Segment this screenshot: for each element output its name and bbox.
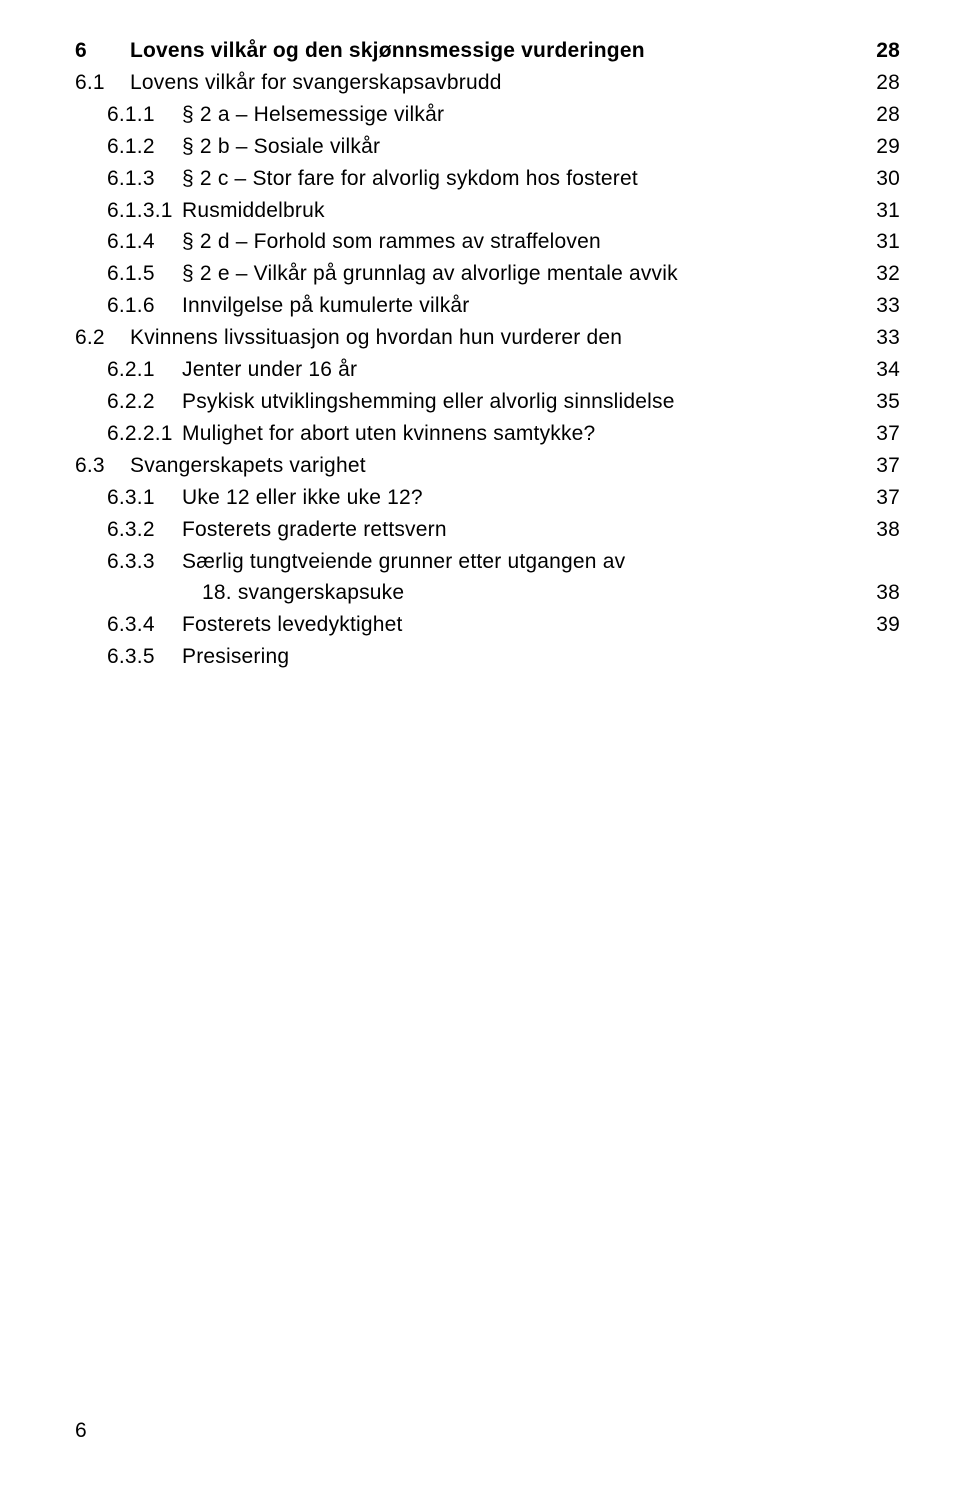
toc-entry-number: 6.3.5 (107, 641, 182, 673)
toc-entry-label: § 2 e – Vilkår på grunnlag av alvorlige … (182, 258, 860, 290)
toc-entry-label: § 2 d – Forhold som rammes av straffelov… (182, 226, 860, 258)
toc-line: 6.1Lovens vilkår for svangerskapsavbrudd… (75, 67, 900, 99)
toc-line: 6.2.1Jenter under 16 år34 (75, 354, 900, 386)
toc-entry-page: 32 (860, 258, 900, 290)
toc-entry-label: Fosterets graderte rettsvern (182, 514, 860, 546)
toc-entry-label: Psykisk utviklingshemming eller alvorlig… (182, 386, 860, 418)
toc-line: 6.1.3§ 2 c – Stor fare for alvorlig sykd… (75, 163, 900, 195)
toc-entry-page: 28 (860, 99, 900, 131)
toc-entry-label: Presisering (182, 641, 860, 673)
toc-line: 6.1.6Innvilgelse på kumulerte vilkår33 (75, 290, 900, 322)
toc-entry-page: 31 (860, 195, 900, 227)
toc-entry-number: 6.1.4 (107, 226, 182, 258)
toc-line: 6.1.2§ 2 b – Sosiale vilkår29 (75, 131, 900, 163)
toc-line: 6.2.2Psykisk utviklingshemming eller alv… (75, 386, 900, 418)
toc-entry-page: 33 (860, 290, 900, 322)
toc-entry-page: 38 (860, 577, 900, 609)
toc-entry-page: 29 (860, 131, 900, 163)
toc-line: 6.3.4Fosterets levedyktighet39 (75, 609, 900, 641)
toc-entry-number: 6 (75, 35, 130, 67)
toc-entry-number: 6.1.3.1 (107, 195, 182, 227)
toc-entry-label: § 2 c – Stor fare for alvorlig sykdom ho… (182, 163, 860, 195)
toc-line: 6.3.1Uke 12 eller ikke uke 12?37 (75, 482, 900, 514)
toc-entry-label: § 2 a – Helsemessige vilkår (182, 99, 860, 131)
toc-entry-number: 6.2.2.1 (107, 418, 182, 450)
toc-entry-number: 6.1.3 (107, 163, 182, 195)
toc-entry-number: 6.3.2 (107, 514, 182, 546)
toc-entry-label: Kvinnens livssituasjon og hvordan hun vu… (130, 322, 860, 354)
toc-entry-label: Mulighet for abort uten kvinnens samtykk… (182, 418, 860, 450)
toc-line: 6Lovens vilkår og den skjønnsmessige vur… (75, 35, 900, 67)
toc-line: 6.3Svangerskapets varighet37 (75, 450, 900, 482)
toc-entry-number: 6.3.3 (107, 546, 182, 578)
toc-entry-page: 39 (860, 609, 900, 641)
toc-entry-number: 6.1.6 (107, 290, 182, 322)
toc-line: 6.2Kvinnens livssituasjon og hvordan hun… (75, 322, 900, 354)
toc-entry-number: 6.1.5 (107, 258, 182, 290)
toc-entry-number: 6.2 (75, 322, 130, 354)
toc-entry-label: Rusmiddelbruk (182, 195, 860, 227)
toc-entry-page: 37 (860, 418, 900, 450)
toc-line: 6.2.2.1Mulighet for abort uten kvinnens … (75, 418, 900, 450)
toc-line: 6.3.2Fosterets graderte rettsvern38 (75, 514, 900, 546)
toc-entry-label: § 2 b – Sosiale vilkår (182, 131, 860, 163)
toc-entry-page: 30 (860, 163, 900, 195)
toc-entry-page: 37 (860, 450, 900, 482)
toc-entry-label: Innvilgelse på kumulerte vilkår (182, 290, 860, 322)
toc-line: 18. svangerskapsuke38 (75, 577, 900, 609)
toc-entry-page: 38 (860, 514, 900, 546)
toc-entry-page: 35 (860, 386, 900, 418)
table-of-contents: 6Lovens vilkår og den skjønnsmessige vur… (75, 35, 900, 673)
toc-entry-page: 34 (860, 354, 900, 386)
toc-entry-page: 33 (860, 322, 900, 354)
toc-entry-label: Særlig tungtveiende grunner etter utgang… (182, 546, 860, 578)
toc-line: 6.3.3Særlig tungtveiende grunner etter u… (75, 546, 900, 578)
toc-line: 6.3.5Presisering (75, 641, 900, 673)
toc-entry-number: 6.3.4 (107, 609, 182, 641)
toc-entry-page: 31 (860, 226, 900, 258)
toc-entry-label: Uke 12 eller ikke uke 12? (182, 482, 860, 514)
toc-line: 6.1.5§ 2 e – Vilkår på grunnlag av alvor… (75, 258, 900, 290)
toc-line: 6.1.3.1Rusmiddelbruk31 (75, 195, 900, 227)
toc-entry-number: 6.3 (75, 450, 130, 482)
toc-entry-label: Fosterets levedyktighet (182, 609, 860, 641)
toc-entry-label: Jenter under 16 år (182, 354, 860, 386)
toc-entry-label: 18. svangerskapsuke (202, 577, 860, 609)
toc-line: 6.1.1§ 2 a – Helsemessige vilkår28 (75, 99, 900, 131)
toc-entry-page: 28 (860, 67, 900, 99)
toc-entry-number: 6.2.1 (107, 354, 182, 386)
toc-line: 6.1.4§ 2 d – Forhold som rammes av straf… (75, 226, 900, 258)
toc-entry-number: 6.1.1 (107, 99, 182, 131)
toc-entry-number: 6.1.2 (107, 131, 182, 163)
toc-entry-page: 37 (860, 482, 900, 514)
toc-entry-number: 6.3.1 (107, 482, 182, 514)
toc-entry-label: Lovens vilkår og den skjønnsmessige vurd… (130, 35, 860, 67)
page-number: 6 (75, 1419, 87, 1443)
toc-entry-label: Svangerskapets varighet (130, 450, 860, 482)
toc-entry-label: Lovens vilkår for svangerskapsavbrudd (130, 67, 860, 99)
toc-entry-number: 6.1 (75, 67, 130, 99)
toc-entry-number: 6.2.2 (107, 386, 182, 418)
toc-entry-page: 28 (860, 35, 900, 67)
